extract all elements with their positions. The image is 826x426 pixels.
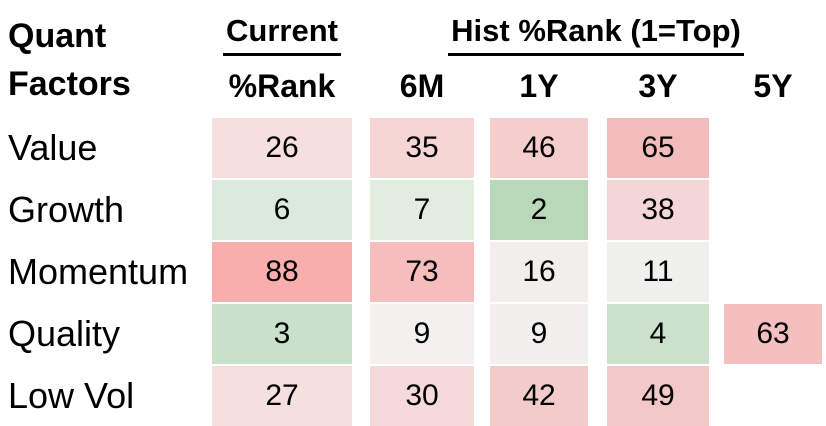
cell-growth-col0: 6	[212, 180, 352, 240]
cell-low-vol-col3: 49	[607, 366, 709, 426]
cell-value-col0: 26	[212, 118, 352, 178]
column-header-current-rank: %Rank	[228, 68, 336, 104]
group-header-hist-rank: Hist %Rank (1=Top)	[370, 12, 822, 56]
table-row-value: Value 26 35 46 65	[0, 118, 826, 178]
cell-quality-col3: 4	[607, 304, 709, 364]
cell-quality-col1: 9	[370, 304, 474, 364]
cell-quality-col4: 63	[724, 304, 822, 364]
cell-momentum-col3: 11	[607, 242, 709, 302]
cell-quality-col0: 3	[212, 304, 352, 364]
cell-low-vol-col2: 42	[490, 366, 588, 426]
cell-growth-col3: 38	[607, 180, 709, 240]
group-header-hist-rank-label: Hist %Rank (1=Top)	[448, 12, 744, 56]
table-row-momentum: Momentum 88 73 16 11	[0, 242, 826, 302]
row-label-growth: Growth	[8, 189, 125, 230]
table-row-quality: Quality 3 9 9 4 63	[0, 304, 826, 364]
column-header-3y: 3Y	[638, 68, 678, 104]
row-label-value: Value	[8, 127, 98, 168]
cell-value-col1: 35	[370, 118, 474, 178]
table-title-line2: Factors	[8, 65, 131, 103]
cell-growth-col2: 2	[490, 180, 588, 240]
cell-value-col3: 65	[607, 118, 709, 178]
column-header-5y: 5Y	[753, 68, 793, 104]
table-row-growth: Growth 6 7 2 38	[0, 180, 826, 240]
table-row-low-vol: Low Vol 27 30 42 49	[0, 366, 826, 426]
cell-low-vol-col1: 30	[370, 366, 474, 426]
cell-value-col2: 46	[490, 118, 588, 178]
cell-growth-col1: 7	[370, 180, 474, 240]
row-label-quality: Quality	[8, 313, 121, 354]
cell-momentum-col2: 16	[490, 242, 588, 302]
column-header-6m: 6M	[399, 68, 445, 104]
row-label-low-vol: Low Vol	[8, 375, 135, 416]
row-label-momentum: Momentum	[8, 251, 189, 292]
cell-quality-col2: 9	[490, 304, 588, 364]
column-header-1y: 1Y	[519, 68, 559, 104]
group-header-current-label: Current	[223, 12, 341, 56]
cell-momentum-col1: 73	[370, 242, 474, 302]
table-title-line1: Quant	[8, 17, 107, 55]
group-header-current: Current	[212, 12, 352, 56]
cell-momentum-col0: 88	[212, 242, 352, 302]
cell-low-vol-col0: 27	[212, 366, 352, 426]
